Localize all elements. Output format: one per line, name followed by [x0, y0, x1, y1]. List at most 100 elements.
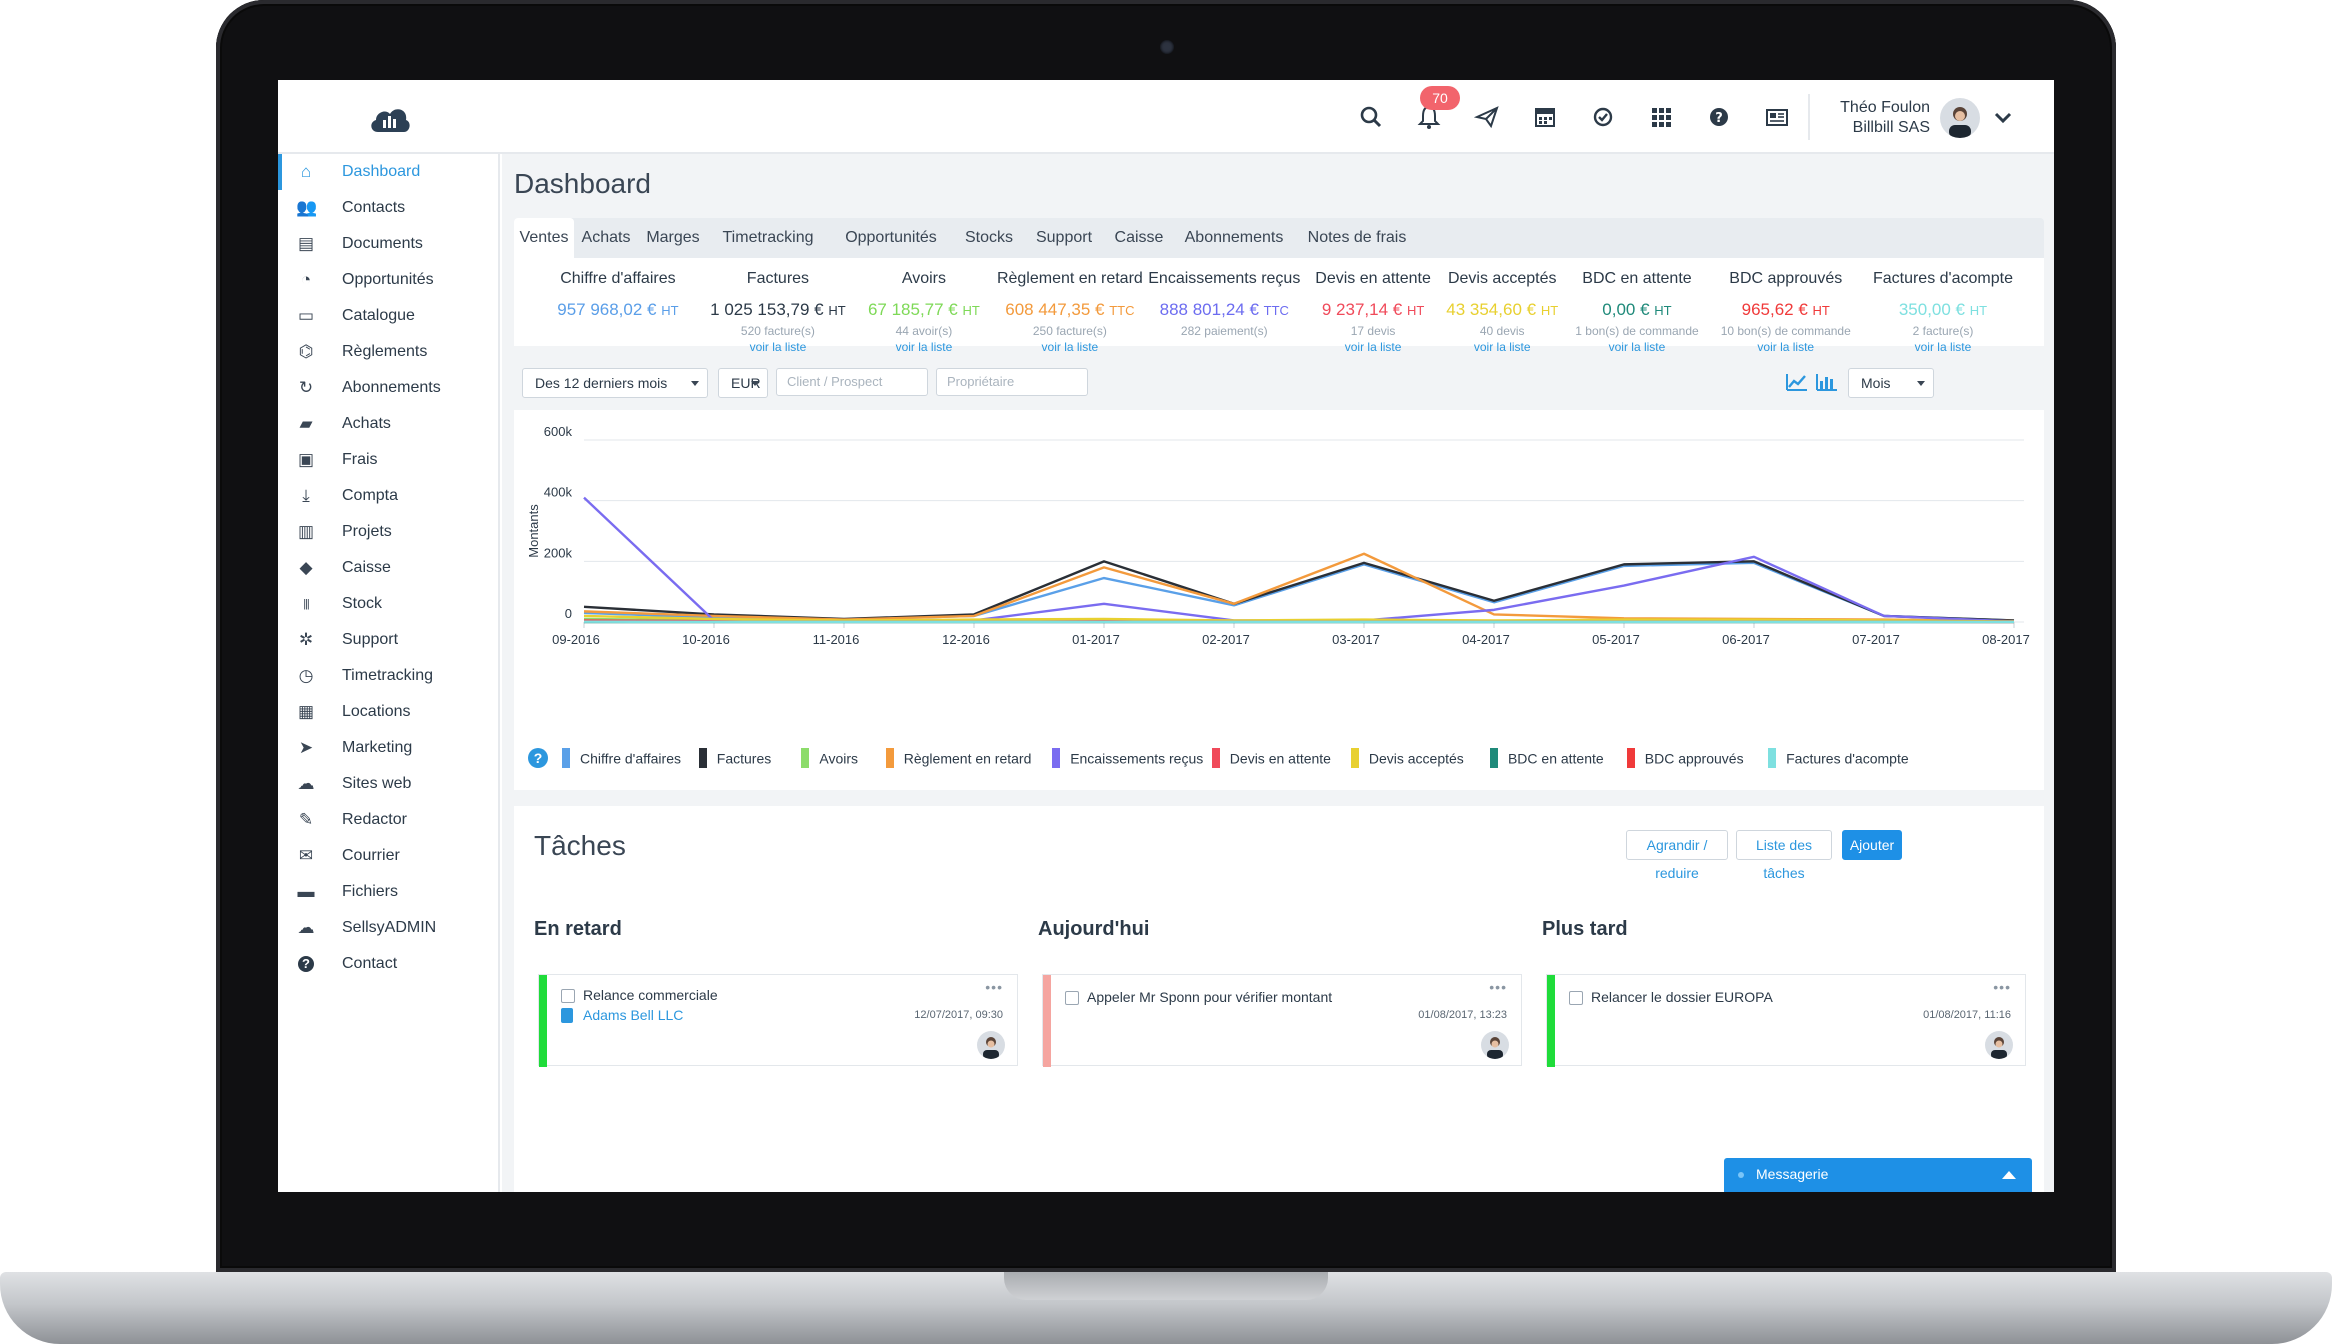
avatar[interactable] [977, 1031, 1005, 1059]
avatar[interactable] [1940, 98, 1980, 138]
task-checkbox[interactable] [561, 989, 575, 1003]
tab-ventes[interactable]: Ventes [514, 218, 574, 258]
sidebar-item-redactor[interactable]: ✎ Redactor [278, 802, 498, 838]
currency-select[interactable]: EUR [718, 368, 768, 398]
sidebar-item-abonnements[interactable]: ↻ Abonnements [278, 370, 498, 406]
add-task-button[interactable]: Ajouter [1842, 830, 1902, 860]
legend-item[interactable]: Avoirs [801, 748, 858, 770]
legend-help-icon[interactable]: ? [528, 748, 548, 768]
chevron-down-icon[interactable] [1990, 104, 2016, 130]
toggle-size-button[interactable]: Agrandir / reduire [1626, 830, 1728, 881]
tab-notes-de-frais[interactable]: Notes de frais [1307, 229, 1407, 246]
newspaper-icon[interactable] [1764, 104, 1790, 130]
sidebar-item-documents[interactable]: ▤ Documents [278, 226, 498, 262]
help-icon[interactable]: ? [1706, 104, 1732, 130]
line-chart-icon[interactable] [1784, 370, 1810, 394]
legend-item[interactable]: Factures [698, 748, 771, 770]
apps-grid-icon[interactable] [1648, 104, 1674, 130]
check-circle-icon[interactable] [1590, 104, 1616, 130]
sidebar-item-timetracking[interactable]: ◷ Timetracking [278, 658, 498, 694]
sidebar-item-opportunites[interactable]: ◔ Opportunités [278, 262, 498, 298]
sidebar-item-sites-web[interactable]: ☁ Sites web [278, 766, 498, 802]
legend-item[interactable]: Devis acceptés [1350, 748, 1464, 770]
kpi-list-link[interactable]: voir la liste [749, 340, 807, 354]
sidebar-item-caisse[interactable]: ◆ Caisse [278, 550, 498, 586]
kpi-list-link[interactable]: voir la liste [895, 340, 953, 354]
tab-achats[interactable]: Achats [581, 229, 631, 246]
client-input[interactable]: Client / Prospect [776, 368, 928, 396]
avatar[interactable] [1481, 1031, 1509, 1059]
legend-item[interactable]: BDC approuvés [1626, 748, 1744, 770]
kpi-list-link[interactable]: voir la liste [1344, 340, 1402, 354]
legend-item[interactable]: Chiffre d'affaires [562, 748, 681, 770]
more-options-icon[interactable]: ••• [1993, 979, 2011, 995]
kpi-value: 0,00 € HT [1557, 300, 1717, 320]
sidebar-item-reglements[interactable]: ⌬ Règlements [278, 334, 498, 370]
paper-plane-icon[interactable] [1473, 104, 1500, 130]
x-tick-label: 10-2016 [682, 632, 730, 647]
chevron-up-icon[interactable] [2002, 1171, 2016, 1179]
bar-chart-icon[interactable] [1814, 370, 1840, 394]
sidebar-item-stock[interactable]: ||| Stock [278, 586, 498, 622]
granularity-select[interactable]: Mois [1848, 368, 1934, 398]
kpi-list-link[interactable]: voir la liste [1757, 340, 1815, 354]
sidebar-item-dashboard[interactable]: ⌂ Dashboard [278, 154, 498, 190]
task-checkbox[interactable] [1569, 991, 1583, 1005]
user-info[interactable]: Théo Foulon Billbill SAS [1802, 98, 1930, 138]
period-select[interactable]: Des 12 derniers mois [522, 368, 708, 398]
sidebar-item-contact[interactable]: ? Contact [278, 946, 498, 982]
task-list-button[interactable]: Liste des tâches [1736, 830, 1832, 881]
sidebar-item-fichiers[interactable]: ▬ Fichiers [278, 874, 498, 910]
tab-marges[interactable]: Marges [646, 229, 700, 246]
sidebar-item-catalogue[interactable]: ▭ Catalogue [278, 298, 498, 334]
legend-swatch [1768, 748, 1777, 768]
tab-opportunites[interactable]: Opportunités [845, 229, 937, 246]
app-logo[interactable] [368, 100, 412, 136]
tab-stocks[interactable]: Stocks [964, 229, 1013, 246]
tab-caisse[interactable]: Caisse [1114, 229, 1164, 246]
legend-item[interactable]: Devis en attente [1211, 748, 1331, 770]
sidebar-item-compta[interactable]: ⤓ Compta [278, 478, 498, 514]
sidebar-item-sellsyadmin[interactable]: ☁ SellsyADMIN [278, 910, 498, 946]
sidebar-item-contacts[interactable]: 👥 Contacts [278, 190, 498, 226]
kpi-list-link[interactable]: voir la liste [1473, 340, 1531, 354]
sidebar-item-projets[interactable]: ▥ Projets [278, 514, 498, 550]
task-checkbox[interactable] [1065, 991, 1079, 1005]
bug-icon: ✲ [298, 630, 314, 649]
kpi-list-link[interactable]: voir la liste [1608, 340, 1666, 354]
cloud-icon: ☁ [297, 774, 315, 793]
legend-item[interactable]: BDC en attente [1489, 748, 1604, 770]
sidebar-item-courrier[interactable]: ✉ Courrier [278, 838, 498, 874]
more-options-icon[interactable]: ••• [1489, 979, 1507, 995]
kpi-value: 608 447,35 € TTC [990, 300, 1150, 320]
tab-timetracking[interactable]: Timetracking [722, 229, 814, 246]
tab-abonnements[interactable]: Abonnements [1184, 229, 1284, 246]
sidebar-item-locations[interactable]: ▦ Locations [278, 694, 498, 730]
owner-input[interactable]: Propriétaire [936, 368, 1088, 396]
calendar-icon: ▦ [297, 702, 315, 721]
messagerie-bar[interactable]: Messagerie [1724, 1158, 2032, 1192]
sidebar-item-frais[interactable]: ▣ Frais [278, 442, 498, 478]
tab-support[interactable]: Support [1035, 229, 1093, 246]
kpi-amount: 350,00 € [1898, 300, 1966, 319]
avatar[interactable] [1985, 1031, 2013, 1059]
legend-item[interactable]: Factures d'acompte [1768, 748, 1909, 770]
kpi-list-link[interactable]: voir la liste [1914, 340, 1972, 354]
clock-icon: ◷ [298, 666, 314, 685]
kpi-list-link[interactable]: voir la liste [1041, 340, 1099, 354]
search-icon[interactable] [1358, 104, 1384, 130]
task-card[interactable]: Appeler Mr Sponn pour vérifier montant ••… [1042, 974, 1522, 1067]
task-linked-contact[interactable]: Adams Bell LLC [583, 1007, 684, 1023]
x-tick-label: 05-2017 [1592, 632, 1640, 647]
sidebar-item-achats[interactable]: ▰ Achats [278, 406, 498, 442]
task-card[interactable]: Relance commerciale Adams Bell LLC ••• 12/0… [538, 974, 1018, 1067]
notification-badge[interactable]: 70 [1420, 86, 1460, 110]
sidebar-item-support[interactable]: ✲ Support [278, 622, 498, 658]
sidebar-item-marketing[interactable]: ➤ Marketing [278, 730, 498, 766]
more-options-icon[interactable]: ••• [985, 979, 1003, 995]
calendar-icon[interactable] [1532, 104, 1558, 130]
task-card[interactable]: Relancer le dossier EUROPA ••• 01/08/2017,… [1546, 974, 2026, 1067]
series-line [583, 561, 2015, 622]
legend-item[interactable]: Encaissements reçus [1052, 748, 1203, 770]
legend-item[interactable]: Règlement en retard [885, 748, 1031, 770]
